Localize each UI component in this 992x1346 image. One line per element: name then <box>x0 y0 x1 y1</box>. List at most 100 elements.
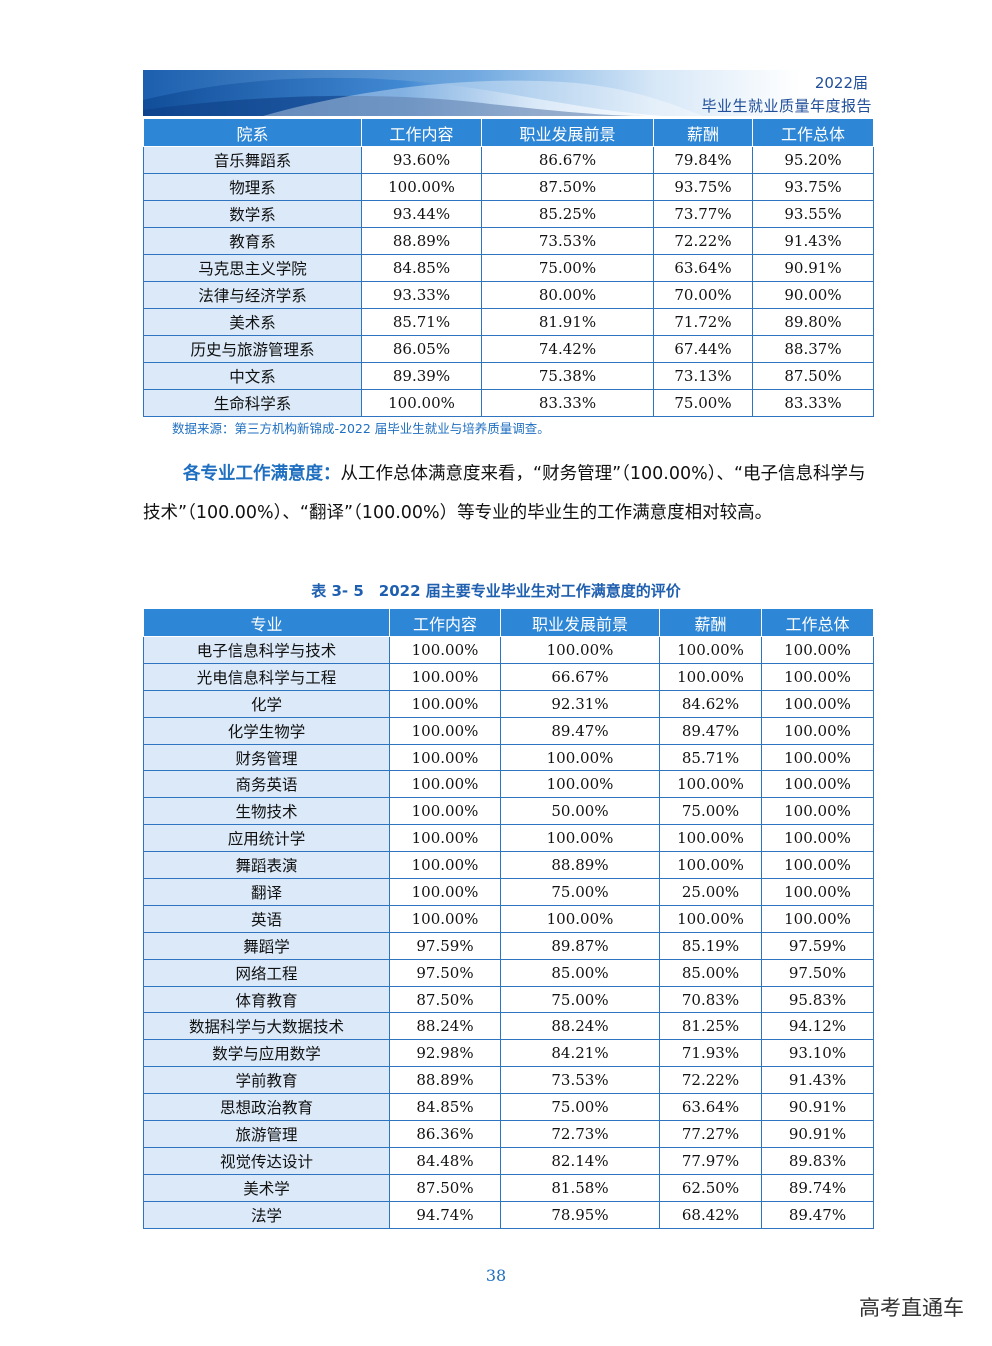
column-header: 薪酬 <box>653 118 753 147</box>
table-row: 应用统计学 100.00% 100.00% 100.00% 100.00% <box>143 824 874 853</box>
value-cell: 100.00% <box>389 824 501 853</box>
value-cell: 50.00% <box>500 797 660 826</box>
value-cell: 63.64% <box>659 1093 762 1122</box>
value-cell: 97.50% <box>761 958 874 987</box>
table-row: 体育教育 87.50% 75.00% 70.83% 95.83% <box>143 985 874 1014</box>
row-label-cell: 化学生物学 <box>143 716 390 745</box>
value-cell: 73.53% <box>481 227 654 255</box>
header-title: 毕业生就业质量年度报告 <box>701 97 872 115</box>
value-cell: 100.00% <box>761 904 874 933</box>
value-cell: 78.95% <box>500 1200 660 1229</box>
value-cell: 72.22% <box>653 227 753 255</box>
value-cell: 94.12% <box>761 1012 874 1041</box>
row-label-cell: 电子信息科学与技术 <box>143 636 390 664</box>
column-header: 工作总体 <box>761 608 874 637</box>
value-cell: 74.42% <box>481 335 654 363</box>
value-cell: 100.00% <box>659 636 762 664</box>
value-cell: 62.50% <box>659 1173 762 1202</box>
value-cell: 93.33% <box>361 281 482 309</box>
value-cell: 92.31% <box>500 689 660 718</box>
value-cell: 100.00% <box>761 636 874 664</box>
row-label-cell: 应用统计学 <box>143 824 390 853</box>
value-cell: 85.71% <box>361 308 482 336</box>
row-label-cell: 财务管理 <box>143 743 390 772</box>
value-cell: 73.53% <box>500 1066 660 1095</box>
value-cell: 100.00% <box>659 904 762 933</box>
value-cell: 80.00% <box>481 281 654 309</box>
paragraph-text: 从工作总体满意度来看，“财务管理”（100.00%）、“电子信息科学与技术”（1… <box>143 464 866 523</box>
value-cell: 75.00% <box>481 254 654 282</box>
value-cell: 89.39% <box>361 362 482 390</box>
table-row: 美术系 85.71% 81.91% 71.72% 89.80% <box>143 308 874 336</box>
value-cell: 67.44% <box>653 335 753 363</box>
value-cell: 100.00% <box>659 851 762 880</box>
row-label-cell: 马克思主义学院 <box>143 254 362 282</box>
header-year: 2022届 <box>814 74 868 92</box>
value-cell: 94.74% <box>389 1200 501 1229</box>
value-cell: 93.75% <box>653 173 753 201</box>
table-row: 中文系 89.39% 75.38% 73.13% 87.50% <box>143 362 874 390</box>
value-cell: 81.25% <box>659 1012 762 1041</box>
row-label-cell: 光电信息科学与工程 <box>143 662 390 691</box>
row-label-cell: 生物技术 <box>143 797 390 826</box>
row-label-cell: 舞蹈表演 <box>143 851 390 880</box>
value-cell: 100.00% <box>500 636 660 664</box>
table-row: 光电信息科学与工程 100.00% 66.67% 100.00% 100.00% <box>143 662 874 691</box>
value-cell: 100.00% <box>389 878 501 906</box>
row-label-cell: 法律与经济学系 <box>143 281 362 309</box>
row-label-cell: 教育系 <box>143 227 362 255</box>
row-label-cell: 体育教育 <box>143 985 390 1014</box>
value-cell: 91.43% <box>761 1066 874 1095</box>
value-cell: 85.19% <box>659 931 762 960</box>
table-row: 数据科学与大数据技术 88.24% 88.24% 81.25% 94.12% <box>143 1012 874 1041</box>
row-label-cell: 学前教育 <box>143 1066 390 1095</box>
value-cell: 70.83% <box>659 985 762 1014</box>
value-cell: 88.89% <box>500 851 660 880</box>
value-cell: 84.85% <box>389 1093 501 1122</box>
table-row: 翻译 100.00% 75.00% 25.00% 100.00% <box>143 878 874 906</box>
table-row: 化学 100.00% 92.31% 84.62% 100.00% <box>143 689 874 718</box>
value-cell: 77.27% <box>659 1120 762 1148</box>
value-cell: 86.36% <box>389 1120 501 1148</box>
table-row: 英语 100.00% 100.00% 100.00% 100.00% <box>143 904 874 933</box>
value-cell: 100.00% <box>389 662 501 691</box>
table-row: 法学 94.74% 78.95% 68.42% 89.47% <box>143 1200 874 1229</box>
value-cell: 93.75% <box>752 173 874 201</box>
value-cell: 100.00% <box>389 689 501 718</box>
value-cell: 92.98% <box>389 1039 501 1068</box>
value-cell: 90.91% <box>761 1120 874 1148</box>
value-cell: 82.14% <box>500 1146 660 1175</box>
value-cell: 75.38% <box>481 362 654 390</box>
value-cell: 86.05% <box>361 335 482 363</box>
value-cell: 97.59% <box>761 931 874 960</box>
value-cell: 73.77% <box>653 200 753 228</box>
value-cell: 85.00% <box>659 958 762 987</box>
column-header: 工作内容 <box>389 608 501 637</box>
value-cell: 100.00% <box>389 770 501 799</box>
table-header-row: 专业 工作内容 职业发展前景 薪酬 工作总体 <box>143 608 874 637</box>
value-cell: 83.33% <box>481 389 654 417</box>
table-row: 马克思主义学院 84.85% 75.00% 63.64% 90.91% <box>143 254 874 282</box>
value-cell: 89.83% <box>761 1146 874 1175</box>
wave-decoration <box>143 70 873 116</box>
header-banner <box>143 70 873 116</box>
value-cell: 86.67% <box>481 146 654 174</box>
value-cell: 89.80% <box>752 308 874 336</box>
value-cell: 100.00% <box>761 689 874 718</box>
table-row: 数学与应用数学 92.98% 84.21% 71.93% 93.10% <box>143 1039 874 1068</box>
value-cell: 75.00% <box>500 878 660 906</box>
value-cell: 88.89% <box>389 1066 501 1095</box>
table-row: 舞蹈表演 100.00% 88.89% 100.00% 100.00% <box>143 851 874 880</box>
value-cell: 89.47% <box>659 716 762 745</box>
value-cell: 100.00% <box>500 824 660 853</box>
table-row: 视觉传达设计 84.48% 82.14% 77.97% 89.83% <box>143 1146 874 1175</box>
value-cell: 71.93% <box>659 1039 762 1068</box>
value-cell: 97.59% <box>389 931 501 960</box>
table-row: 财务管理 100.00% 100.00% 85.71% 100.00% <box>143 743 874 772</box>
value-cell: 75.00% <box>500 985 660 1014</box>
body-paragraph: 各专业工作满意度：从工作总体满意度来看，“财务管理”（100.00%）、“电子信… <box>143 455 883 533</box>
value-cell: 87.50% <box>389 985 501 1014</box>
value-cell: 66.67% <box>500 662 660 691</box>
row-label-cell: 视觉传达设计 <box>143 1146 390 1175</box>
row-label-cell: 舞蹈学 <box>143 931 390 960</box>
